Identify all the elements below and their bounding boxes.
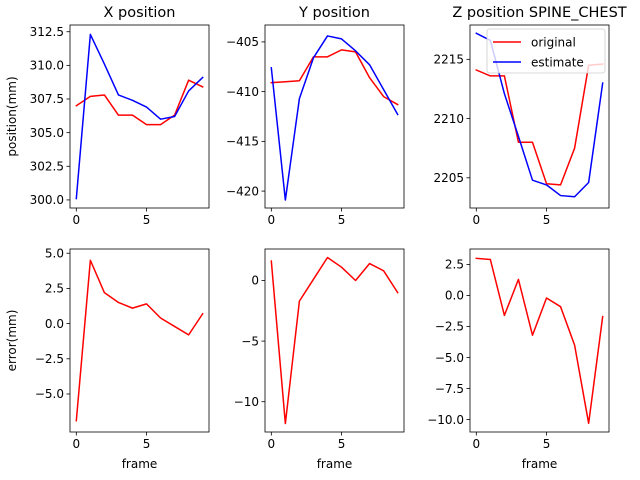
x-position-series-line-estimate [75, 33, 204, 200]
x-position-xtick-label: 0 [72, 213, 80, 227]
z-position-ytick-label: 2205 [433, 171, 464, 185]
y-error-xlabel: frame [317, 457, 353, 471]
x-error-panel: 0 5 −5.0 −2.5 0.0 2.5 5.0 frame error(mm) [5, 246, 210, 471]
y-error-ytick-label: 0 [251, 274, 259, 288]
y-error-xtick-label: 0 [267, 437, 275, 451]
y-position-ytick-label: −420 [226, 184, 259, 198]
x-position-title: X position [104, 5, 176, 21]
z-error-ytick-label: −2.5 [435, 320, 464, 334]
x-error-xtick-label: 5 [143, 437, 151, 451]
y-error-series-line-error [270, 256, 399, 425]
z-error-panel: 0 5 −10.0 −7.5 −5.0 −2.5 0.0 2.5 frame [427, 248, 610, 471]
z-position-xtick-label: 0 [472, 213, 480, 227]
y-position-xtick-label: 5 [338, 213, 346, 227]
z-error-ytick-label: 2.5 [445, 258, 464, 272]
z-error-ytick-label: −10.0 [427, 413, 464, 427]
y-error-axes-frame [264, 248, 405, 433]
z-position-panel: 0 5 2205 2210 2215 Z position SPINE_CHESTorig… [433, 5, 626, 227]
x-error-series-line-error [75, 259, 204, 422]
x-position-ylabel: position(mm) [5, 76, 19, 156]
y-error-ytick-label: −10 [234, 395, 259, 409]
x-position-xtick-label: 5 [143, 213, 151, 227]
y-position-panel: 0 5 −420 −415 −410 −405 Y position [226, 5, 405, 227]
x-error-ytick-label: −2.5 [35, 352, 64, 366]
z-error-series-line-error [475, 257, 604, 425]
z-error-xtick-label: 0 [472, 437, 480, 451]
z-position-series-line-original [475, 63, 604, 186]
y-error-ytick-label: −5 [241, 334, 259, 348]
x-position-ytick-label: 302.5 [30, 159, 64, 173]
z-position-xtick-label: 5 [543, 213, 551, 227]
x-error-ytick-label: 2.5 [45, 282, 64, 296]
y-error-xtick-label: 5 [338, 437, 346, 451]
x-position-axes-frame [69, 24, 210, 209]
z-position-ytick-label: 2215 [433, 53, 464, 67]
z-error-xtick-label: 5 [543, 437, 551, 451]
y-position-series-line-original [270, 49, 399, 106]
y-position-ytick-label: −415 [226, 135, 259, 149]
x-position-ytick-label: 307.5 [30, 92, 64, 106]
y-error-panel: 0 5 −10 −5 0 frame [234, 248, 405, 471]
y-position-xtick-label: 0 [267, 213, 275, 227]
y-position-title: Y position [298, 5, 370, 21]
z-position-axes-frame [469, 24, 610, 209]
x-error-ytick-label: 0.0 [45, 317, 64, 331]
x-error-ytick-label: −5.0 [35, 387, 64, 401]
z-error-xlabel: frame [522, 457, 558, 471]
x-error-axes-frame [69, 248, 210, 433]
x-position-ytick-label: 310.0 [30, 59, 64, 73]
x-position-ytick-label: 305.0 [30, 126, 64, 140]
x-error-ylabel: error(mm) [5, 310, 19, 372]
x-error-xlabel: frame [122, 457, 158, 471]
z-position-ytick-label: 2210 [433, 112, 464, 126]
z-position-legend-label-estimate: estimate [531, 55, 584, 69]
z-error-ytick-label: −5.0 [435, 351, 464, 365]
x-position-ytick-label: 300.0 [30, 193, 64, 207]
y-position-axes-frame [264, 24, 405, 209]
z-position-legend-label-original: original [531, 35, 576, 49]
x-position-ytick-label: 312.5 [30, 25, 64, 39]
x-error-xtick-label: 0 [72, 437, 80, 451]
x-error-ytick-label: 5.0 [45, 246, 64, 260]
y-position-series-line-estimate [270, 35, 399, 201]
z-error-ytick-label: 0.0 [445, 289, 464, 303]
x-position-series-line-original [75, 79, 204, 126]
x-position-panel: 0 5 300.0 302.5 305.0 307.5 310.0 312.5 X positi… [5, 5, 210, 227]
z-error-axes-frame [469, 248, 610, 433]
y-position-ytick-label: −405 [226, 35, 259, 49]
y-position-ytick-label: −410 [226, 85, 259, 99]
z-position-title: Z position SPINE_CHEST [452, 5, 626, 21]
z-error-ytick-label: −7.5 [435, 382, 464, 396]
z-position-legend: original estimate [486, 28, 606, 74]
